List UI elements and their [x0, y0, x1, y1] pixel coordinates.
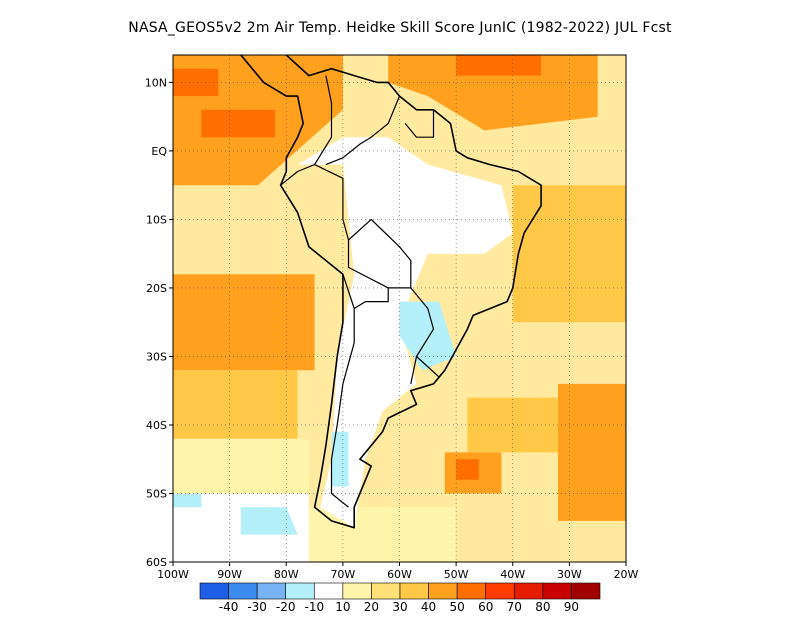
colorbar-swatch — [228, 582, 258, 600]
colorbar-swatch — [513, 582, 544, 600]
shaded-region — [456, 55, 542, 76]
shaded-region — [173, 68, 219, 97]
shaded-region — [173, 493, 202, 508]
shaded-region — [467, 397, 558, 453]
colorbar-label: 60 — [478, 600, 493, 614]
colorbar-label: 10 — [335, 600, 350, 614]
lon-tick-label: 40W — [500, 568, 525, 581]
shaded-region — [297, 137, 513, 528]
lat-tick-label: 50S — [146, 487, 167, 500]
country-border — [348, 218, 412, 288]
colorbar-swatch — [485, 582, 515, 600]
shaded-regions — [173, 55, 626, 562]
colorbar-swatch — [456, 582, 487, 600]
lon-tick-label: 100W — [157, 568, 189, 581]
shaded-region — [512, 185, 626, 323]
shaded-region — [201, 109, 275, 138]
lon-tick-label: 90W — [217, 568, 242, 581]
map-axes: 100W 90W 80W 70W 60W 50W 40W 30W 20W 10N EQ 10S 20S 3… — [145, 76, 639, 581]
colorbar-swatch — [399, 582, 429, 600]
colorbar-swatch — [542, 582, 572, 600]
shaded-region — [173, 438, 309, 494]
coastline — [240, 55, 542, 529]
lat-tick-label: 30S — [146, 350, 167, 363]
colorbar-label: 50 — [449, 600, 464, 614]
shaded-region — [399, 301, 457, 371]
country-border — [330, 274, 355, 508]
colorbar-label: 80 — [535, 600, 550, 614]
coastlines — [240, 55, 542, 529]
colorbar: -40 -30 -20 -10 10 20 30 40 50 60 70 80 90 — [199, 582, 601, 614]
colorbar-label: -40 — [219, 600, 239, 614]
colorbar-swatch — [571, 582, 601, 600]
colorbar-swatch — [342, 582, 372, 600]
colorbar-swatch — [256, 582, 287, 600]
colorbar-label: -10 — [304, 600, 324, 614]
colorbar-label: 30 — [392, 600, 407, 614]
country-border — [353, 287, 389, 310]
shaded-region — [331, 431, 349, 487]
lat-tick-label: 40S — [146, 419, 167, 432]
grid-lines — [173, 55, 626, 562]
country-border — [404, 109, 435, 138]
colorbar-swatch — [428, 582, 458, 600]
map-title: NASA_GEOS5v2 2m Air Temp. Heidke Skill S… — [128, 20, 672, 36]
country-border — [314, 75, 333, 165]
shaded-region — [173, 274, 315, 371]
colorbar-label: 90 — [564, 600, 579, 614]
lon-tick-label: 30W — [557, 568, 582, 581]
colorbar-swatch — [371, 582, 401, 600]
shaded-region — [456, 459, 479, 480]
colorbar-label: -20 — [276, 600, 296, 614]
lon-tick-label: 50W — [444, 568, 469, 581]
colorbar-swatch — [313, 582, 344, 600]
country-border — [410, 356, 418, 385]
shaded-region — [240, 507, 298, 535]
lat-tick-label: 10N — [145, 76, 167, 89]
colorbar-label: -30 — [247, 600, 267, 614]
colorbar-label: 20 — [364, 600, 379, 614]
lon-tick-label: 60W — [387, 568, 412, 581]
shaded-region — [388, 55, 598, 131]
colorbar-label: 70 — [507, 600, 522, 614]
colorbar-swatch — [199, 582, 229, 600]
lat-tick-label: 60S — [146, 556, 167, 569]
lat-tick-label: EQ — [151, 145, 167, 158]
shaded-region — [558, 383, 626, 521]
lon-tick-label: 80W — [274, 568, 299, 581]
lon-tick-label: 20W — [614, 568, 639, 581]
lon-tick-label: 70W — [330, 568, 355, 581]
shaded-region — [308, 507, 457, 562]
colorbar-label: 40 — [421, 600, 436, 614]
shaded-region — [173, 370, 298, 439]
colorbar-swatch — [285, 582, 315, 600]
country-border — [325, 95, 401, 166]
lat-tick-label: 10S — [146, 213, 167, 226]
lat-tick-label: 20S — [146, 282, 167, 295]
